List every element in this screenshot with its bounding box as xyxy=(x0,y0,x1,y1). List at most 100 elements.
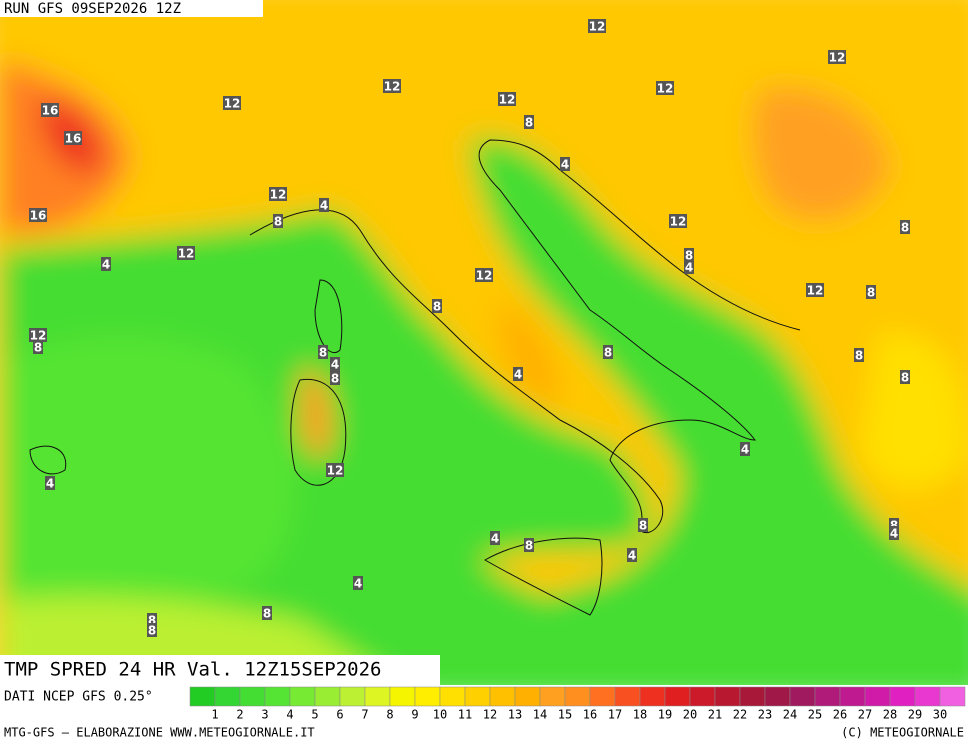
legend-swatch xyxy=(689,686,716,707)
contour-label: 12 xyxy=(177,246,195,261)
contour-label: 8 xyxy=(432,299,442,314)
legend-swatch xyxy=(639,686,666,707)
label-box xyxy=(806,283,824,297)
legend-tick-label: 26 xyxy=(833,708,847,722)
label-text: 8 xyxy=(901,221,909,235)
legend-tick-label: 22 xyxy=(733,708,747,722)
label-text: 12 xyxy=(670,215,687,229)
label-box xyxy=(524,115,534,129)
label-box xyxy=(262,606,272,620)
legend-tick-label: 10 xyxy=(433,708,447,722)
legend-swatch xyxy=(914,686,941,707)
contour-label: 8 xyxy=(684,248,694,263)
label-text: 4 xyxy=(890,527,898,541)
legend-swatch xyxy=(214,686,241,707)
label-text: 12 xyxy=(30,329,47,343)
footer-left: MTG-GFS — ELABORAZIONE WWW.METEOGIORNALE… xyxy=(4,726,315,740)
color-legend: 1 2 3 4 5 6 7 8 9 10 11 12 13 14 15 16 17 18 19 20 21 22 23 24 2… xyxy=(189,686,966,722)
legend-swatch xyxy=(189,686,216,707)
legend-swatch xyxy=(614,686,641,707)
label-box xyxy=(223,96,241,110)
legend-swatch xyxy=(564,686,591,707)
label-text: 12 xyxy=(807,284,824,298)
legend-tick-label: 18 xyxy=(633,708,647,722)
label-box xyxy=(147,623,157,637)
contour-label: 8 xyxy=(147,613,157,628)
label-text: 12 xyxy=(499,93,516,107)
label-text: 8 xyxy=(604,346,612,360)
coastlines xyxy=(29,139,801,616)
legend-swatch xyxy=(664,686,691,707)
label-text: 8 xyxy=(867,286,875,300)
contour-label: 12 xyxy=(828,50,846,65)
label-text: 12 xyxy=(384,80,401,94)
contour-label: 8 xyxy=(854,348,864,363)
label-box xyxy=(513,367,523,381)
legend-swatch xyxy=(239,686,266,707)
label-box xyxy=(319,198,329,212)
label-text: 12 xyxy=(476,269,493,283)
label-text: 12 xyxy=(829,51,846,65)
contour-label: 12 xyxy=(669,214,687,229)
legend-tick-label: 15 xyxy=(558,708,572,722)
legend-tick-label: 27 xyxy=(858,708,872,722)
label-text: 4 xyxy=(628,549,636,563)
label-box xyxy=(854,348,864,362)
legend-tick-label: 24 xyxy=(783,708,797,722)
label-box xyxy=(177,246,195,260)
label-text: 4 xyxy=(741,443,749,457)
label-text: 8 xyxy=(525,116,533,130)
label-box xyxy=(383,79,401,93)
legend-tick-label: 1 xyxy=(211,708,218,722)
contour-label: 4 xyxy=(740,442,750,457)
contour-label: 8 xyxy=(524,538,534,553)
label-text: 12 xyxy=(589,20,606,34)
contour-label: 8 xyxy=(262,606,272,621)
label-text: 16 xyxy=(30,209,47,223)
legend-swatch xyxy=(714,686,741,707)
legend-tick-label: 2 xyxy=(236,708,243,722)
legend-swatch xyxy=(789,686,816,707)
label-box xyxy=(33,340,43,354)
contour-label: 12 xyxy=(588,19,606,34)
contour-label: 4 xyxy=(330,357,340,372)
label-box xyxy=(41,103,59,117)
contour-label: 8 xyxy=(33,340,43,355)
label-box xyxy=(101,257,111,271)
label-text: 12 xyxy=(270,188,287,202)
label-text: 8 xyxy=(525,539,533,553)
label-text: 8 xyxy=(890,519,898,533)
label-text: 4 xyxy=(514,368,522,382)
legend-tick-label: 3 xyxy=(261,708,268,722)
label-text: 16 xyxy=(42,104,59,118)
contour-label: 4 xyxy=(319,198,329,213)
contour-label: 12 xyxy=(656,81,674,96)
contour-label: 4 xyxy=(490,531,500,546)
label-text: 8 xyxy=(639,519,647,533)
contour-label: 4 xyxy=(560,157,570,172)
legend-swatch xyxy=(514,686,541,707)
contour-label: 4 xyxy=(513,367,523,382)
label-text: 4 xyxy=(561,158,569,172)
contour-label: 4 xyxy=(353,576,363,591)
legend-tick-label: 6 xyxy=(336,708,343,722)
legend-swatch xyxy=(539,686,566,707)
label-text: 4 xyxy=(102,258,110,272)
legend-swatch xyxy=(889,686,916,707)
label-text: 4 xyxy=(685,261,693,275)
contour-label: 16 xyxy=(29,208,47,223)
label-text: 12 xyxy=(327,464,344,478)
legend-tick-label: 25 xyxy=(808,708,822,722)
legend-tick-label: 28 xyxy=(883,708,897,722)
legend-swatch xyxy=(864,686,891,707)
label-box xyxy=(490,531,500,545)
legend-swatch xyxy=(414,686,441,707)
label-box xyxy=(64,131,82,145)
label-box xyxy=(627,548,637,562)
legend-swatch xyxy=(464,686,491,707)
label-text: 4 xyxy=(354,577,362,591)
source-label: DATI NCEP GFS 0.25° xyxy=(4,690,153,705)
